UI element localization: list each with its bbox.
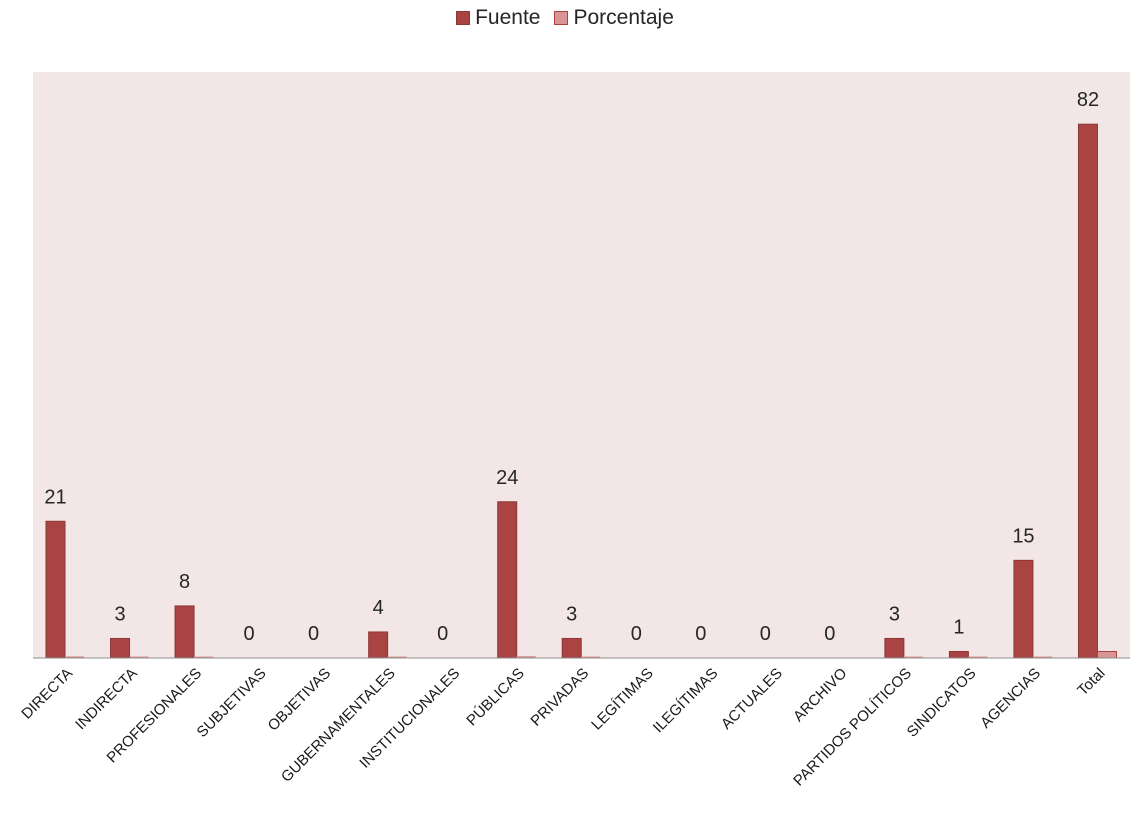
data-label-privadas: 3 <box>566 603 577 625</box>
tick-label-agencias: AGENCIAS <box>977 665 1044 732</box>
tick-label-objetivas: OBJETIVAS <box>265 665 335 735</box>
bar-fuente-directa <box>45 520 66 659</box>
data-label-profesionales: 8 <box>179 571 190 593</box>
tick-label-sindicatos: SINDICATOS <box>904 665 980 741</box>
data-label-objetivas: 0 <box>308 623 319 645</box>
bar-porcentaje-partidos-politicos <box>903 656 923 658</box>
bar-porcentaje-publicas <box>516 656 536 658</box>
data-label-ilegitimas: 0 <box>695 623 706 645</box>
legend-label-fuente: Fuente <box>475 6 541 29</box>
legend-label-porcentaje: Porcentaje <box>573 6 674 29</box>
legend-item-porcentaje: Porcentaje <box>554 6 674 30</box>
bar-porcentaje-sindicatos <box>968 656 988 658</box>
bar-fuente-profesionales <box>174 605 195 659</box>
data-label-institucionales: 0 <box>437 623 448 645</box>
legend: Fuente Porcentaje <box>0 6 1130 30</box>
bar-fuente-total <box>1077 123 1098 659</box>
bar-fuente-partidos-politicos <box>884 637 905 659</box>
tick-label-actuales: ACTUALES <box>718 665 786 733</box>
tick-label-partidos-politicos: PARTIDOS POLÍTICOS <box>790 665 915 790</box>
tick-label-archivo: ARCHIVO <box>790 665 850 725</box>
data-label-publicas: 24 <box>496 467 518 489</box>
bar-porcentaje-privadas <box>581 656 601 658</box>
bar-porcentaje-indirecta <box>129 656 149 658</box>
legend-swatch-porcentaje <box>554 11 569 25</box>
data-labels: 21 3 8 0 0 4 0 24 3 0 0 0 0 3 1 15 82 <box>44 89 1099 645</box>
tick-label-privadas: PRIVADAS <box>527 665 592 730</box>
data-label-indirecta: 3 <box>114 603 125 625</box>
tick-label-legitimas: LEGÍTIMAS <box>588 665 657 734</box>
plot-area <box>33 72 1130 658</box>
tick-label-directa: DIRECTA <box>18 665 76 723</box>
bar-fuente-indirecta <box>110 637 131 659</box>
bar-porcentaje-total <box>1096 650 1117 659</box>
tick-label-gubernamentales: GUBERNAMENTALES <box>278 665 399 786</box>
data-label-total: 82 <box>1077 89 1099 111</box>
data-label-gubernamentales: 4 <box>373 597 384 619</box>
bar-porcentaje-profesionales <box>194 656 214 658</box>
tick-label-publicas: PÚBLICAS <box>463 665 527 729</box>
legend-swatch-fuente <box>456 11 471 25</box>
legend-item-fuente: Fuente <box>456 6 540 30</box>
data-label-subjetivas: 0 <box>244 623 255 645</box>
data-label-actuales: 0 <box>760 623 771 645</box>
bar-fuente-gubernamentales <box>368 631 389 659</box>
data-label-archivo: 0 <box>824 623 835 645</box>
tick-label-ilegitimas: ILEGÍTIMAS <box>650 665 722 737</box>
bar-porcentaje-agencias <box>1032 656 1052 658</box>
bar-fuente-agencias <box>1013 559 1034 659</box>
bar-porcentaje-gubernamentales <box>387 656 407 658</box>
data-label-partidos-politicos: 3 <box>889 603 900 625</box>
tick-label-subjetivas: SUBJETIVAS <box>194 665 270 741</box>
x-axis-tick-labels: DIRECTAINDIRECTAPROFESIONALESSUBJETIVASO… <box>18 665 1108 790</box>
bar-porcentaje-directa <box>65 656 84 658</box>
bar-fuente-sindicatos <box>948 650 969 659</box>
data-label-legitimas: 0 <box>631 623 642 645</box>
tick-label-indirecta: INDIRECTA <box>72 665 140 733</box>
data-label-agencias: 15 <box>1012 525 1034 547</box>
data-label-sindicatos: 1 <box>953 616 964 638</box>
data-label-directa: 21 <box>44 486 66 508</box>
tick-label-total: Total <box>1074 665 1108 699</box>
bar-fuente-publicas <box>497 501 518 659</box>
series-porcentaje-bars <box>65 650 1117 659</box>
bar-fuente-privadas <box>561 637 582 659</box>
